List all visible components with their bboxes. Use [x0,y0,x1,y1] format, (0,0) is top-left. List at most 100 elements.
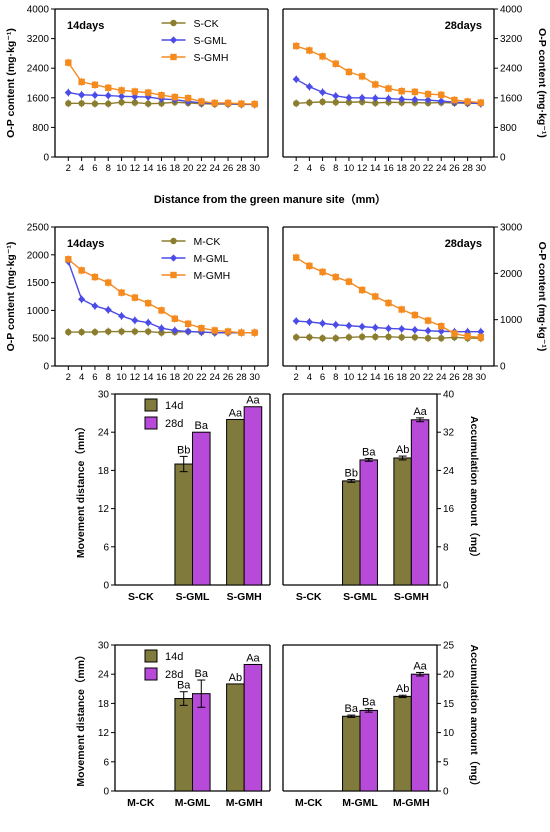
data-point [345,334,353,341]
x-tick-label: 22 [423,372,434,383]
y-axis-label: O-P content (mg·kg⁻¹) [5,28,17,138]
data-point [385,299,392,307]
data-point [131,316,139,325]
y-axis-label: Accumulation amount（mg） [468,416,481,563]
data-point [424,317,432,324]
y-tick-label: 0 [443,787,449,798]
data-point [144,319,152,327]
x-tick-label: 20 [410,163,421,174]
x-tick-label: 30 [249,372,260,383]
bar-28d [359,709,378,792]
y-tick-label: 3000 [500,223,523,234]
y-tick-label: 16 [443,504,455,515]
data-point [332,273,339,281]
x-tick-label: 16 [156,372,167,383]
y-tick-label: 18 [98,699,110,710]
data-point [131,328,139,335]
data-point [345,94,353,102]
data-point [332,335,339,342]
y-tick-label: 2000 [500,269,523,280]
data-point [345,99,353,106]
category-label: S-CK [128,591,154,603]
data-point [358,98,366,106]
y-tick-label: 12 [98,504,110,515]
data-point [198,324,205,332]
data-point [305,83,313,91]
x-tick-label: 2 [66,163,71,174]
data-point [358,333,366,341]
x-tick-label: 28 [236,163,247,174]
chart-bar-s-move: S-CK S-GML S-GMH 0 6 12 18 24 30 Movement distanc… [74,390,271,603]
data-point [371,323,379,332]
category-label: S-GMH [227,591,262,603]
x-tick-label: 12 [357,163,368,174]
data-point [464,333,471,340]
chart-line-m28: 2 4 6 8 10 12 14 16 18 20 22 24 26 28 300100020003000O… [282,223,548,383]
data-point [184,94,192,102]
y-tick-label: 1000 [500,315,523,326]
legend-swatch [144,416,158,430]
legend-marker [170,19,177,27]
y-tick-label: 0 [43,362,49,373]
bar-14d [226,683,245,792]
data-point [292,42,300,50]
x-tick-label: 10 [344,163,355,174]
bar-28d [192,693,211,792]
y-tick-label: 0 [43,153,49,164]
y-tick-label: 500 [32,334,49,345]
x-tick-label: 10 [344,372,355,383]
data-point [91,328,99,336]
legend-swatch [144,667,158,681]
data-point [424,335,432,342]
chart-title: 28days [445,238,482,250]
x-tick-label: 16 [156,163,167,174]
bar-14d [393,695,412,792]
data-point [78,100,85,107]
x-tick-label: 28 [236,372,247,383]
data-point [91,273,99,281]
y-axis-label: Movement distance（mm） [74,421,87,558]
data-point [91,81,99,89]
data-point [292,100,300,107]
x-tick-label: 14 [370,163,381,174]
data-point [358,323,366,331]
data-point [451,330,458,337]
y-tick-label: 0 [103,581,109,592]
data-point [292,75,300,83]
y-axis-label: Accumulation amount（mg） [468,644,481,791]
data-point [306,99,313,106]
chart-line-s28: 2 4 6 8 10 12 14 16 18 20 22 24 26 28 3008001600240032… [282,5,548,174]
data-point [158,307,165,314]
x-tick-label: 8 [333,372,338,383]
legend-label: 14d [165,400,183,412]
legend-label: 28d [165,669,183,681]
x-tick-label: 26 [449,163,460,174]
data-point [411,334,419,341]
x-tick-label: 22 [196,163,207,174]
shared-x-axis-label: Distance from the green manure site（mm） [154,193,386,206]
data-point [372,99,379,107]
significance-label: Aa [246,652,260,664]
data-point [224,328,232,335]
legend-label: M-GMH [194,270,231,282]
x-tick-label: 26 [223,163,234,174]
x-tick-label: 30 [476,163,487,174]
x-tick-label: 24 [209,163,220,174]
data-point [118,289,125,296]
data-point [118,87,125,94]
data-point [332,99,339,106]
data-point [158,100,165,107]
data-point [464,98,471,105]
y-tick-label: 8 [443,542,449,553]
x-tick-label: 16 [383,163,394,174]
data-point [65,100,72,107]
data-point [131,93,139,101]
legend-swatch [144,649,158,663]
y-tick-label: 1000 [27,306,50,317]
chart-bar-s-acc: S-CK S-GML S-GMH 0 8 16 24 32 40 Accumulation amo… [282,390,481,603]
significance-label: Aa [246,395,260,407]
x-tick-label: 6 [320,163,325,174]
x-tick-label: 14 [143,163,154,174]
y-tick-label: 1500 [27,278,50,289]
